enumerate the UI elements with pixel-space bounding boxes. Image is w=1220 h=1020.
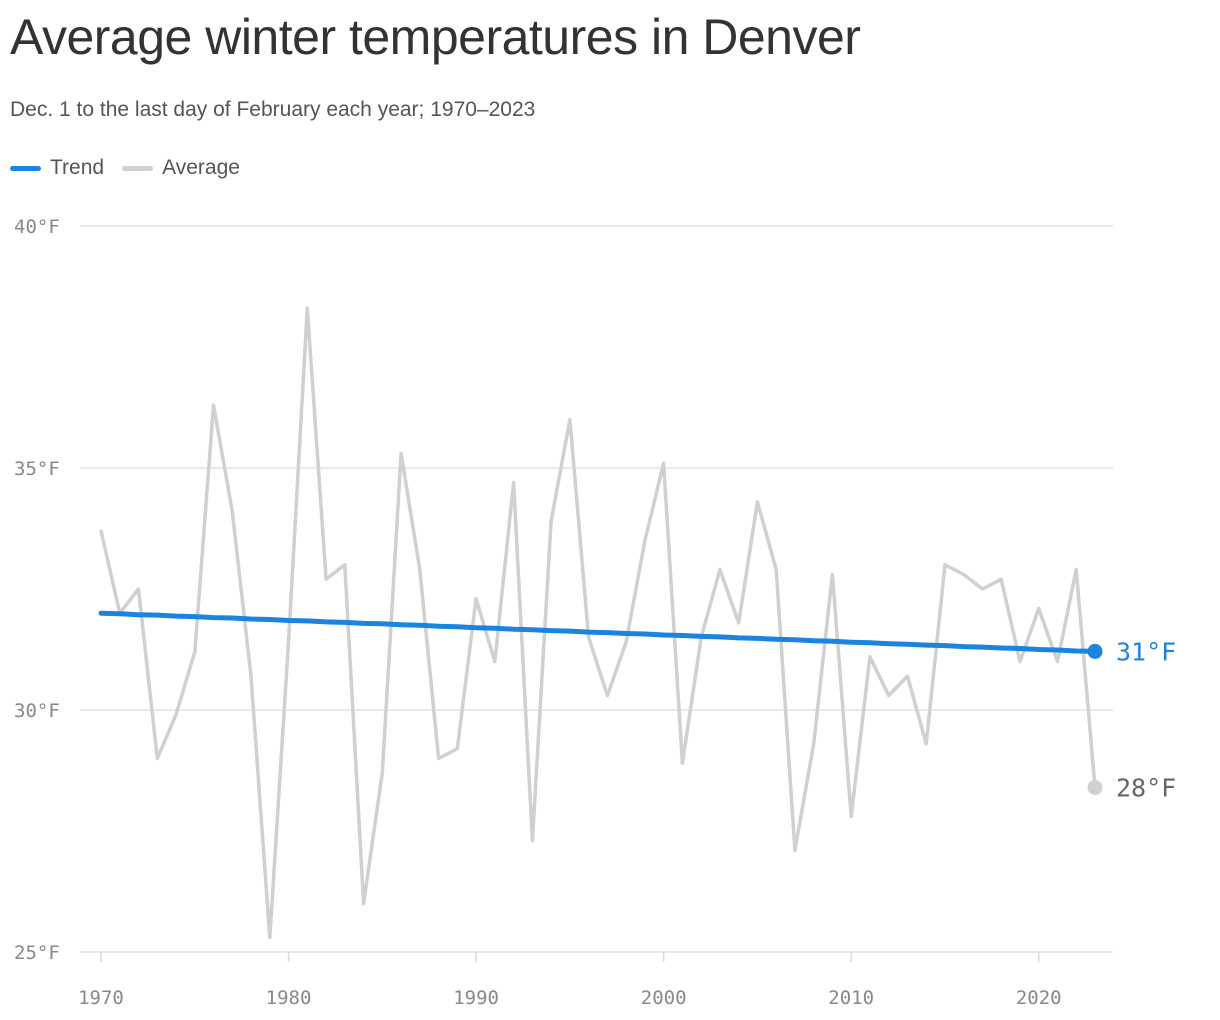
legend-label-trend: Trend: [50, 156, 105, 179]
y-tick-label-40: 40°F: [14, 216, 60, 238]
x-tick-label-2020: 2020: [1016, 987, 1062, 1009]
legend-label-average: Average: [162, 156, 240, 179]
x-tick-label-1970: 1970: [78, 987, 124, 1009]
chart-legend: Trend Average: [10, 156, 258, 180]
legend-swatch-average: [122, 165, 154, 171]
end-label-average: 28°F: [1116, 773, 1176, 802]
x-tick-label-2000: 2000: [641, 987, 687, 1009]
y-tick-label-35: 35°F: [14, 458, 60, 480]
end-label-trend: 31°F: [1116, 637, 1176, 666]
y-tick-label-30: 30°F: [14, 700, 60, 722]
chart-subtitle: Dec. 1 to the last day of February each …: [10, 98, 536, 121]
x-tick-label-1990: 1990: [453, 987, 499, 1009]
end-marker-average: [1087, 779, 1103, 795]
chart-title: Average winter temperatures in Denver: [10, 9, 861, 65]
series-line-average: [99, 306, 1097, 940]
legend-item-trend: Trend: [10, 156, 104, 180]
x-tick-label-2010: 2010: [828, 987, 874, 1009]
series-line-trend: [98, 610, 1098, 654]
end-marker-trend: [1087, 643, 1103, 659]
legend-swatch-trend: [10, 165, 41, 171]
legend-item-average: Average: [122, 156, 240, 180]
y-tick-label-25: 25°F: [14, 942, 60, 964]
x-tick-label-1980: 1980: [266, 987, 312, 1009]
